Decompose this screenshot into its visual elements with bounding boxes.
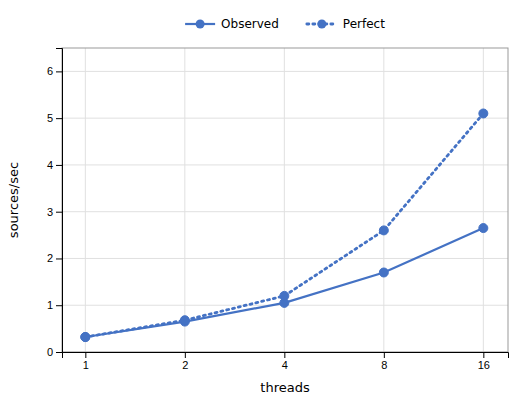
x-axis-line [63, 353, 509, 359]
y-axis-title: sources/sec [6, 162, 21, 238]
marks [81, 109, 488, 342]
grid-line-y [62, 211, 508, 212]
series-marker [379, 226, 388, 235]
legend-label: Observed [221, 17, 279, 31]
legend: Observed Perfect [185, 17, 385, 31]
x-tick-mark [483, 352, 484, 358]
x-tick-mark [384, 352, 385, 358]
y-tick: 1 [47, 299, 62, 311]
grid-line-x [85, 48, 86, 352]
legend-item: Observed [185, 17, 279, 31]
series-marker [479, 109, 488, 118]
x-tick-mark [185, 352, 186, 358]
y-tick: 5 [47, 112, 62, 124]
plot-frame [62, 48, 508, 352]
series-marker [379, 268, 388, 277]
x-tick: 8 [381, 352, 387, 371]
legend-item: Perfect [307, 17, 385, 31]
x-tick-label: 4 [282, 359, 288, 371]
series-line [85, 113, 483, 337]
grid-line-x [483, 48, 484, 352]
y-tick-label: 5 [47, 112, 53, 124]
y-tick-label: 4 [47, 159, 53, 171]
series-marker [81, 333, 90, 342]
grid-line-y [62, 71, 508, 72]
x-tick-label: 2 [182, 359, 188, 371]
x-tick-label: 16 [478, 359, 490, 371]
y-tick-label: 3 [47, 206, 53, 218]
x-tick-label: 1 [83, 359, 89, 371]
series [81, 224, 488, 342]
y-tick-label: 2 [47, 252, 53, 264]
x-tick: 4 [282, 352, 288, 371]
y-tick-mark [56, 352, 62, 353]
y-tick-label: 0 [47, 346, 53, 358]
x-tick: 16 [478, 352, 490, 371]
x-tick-label: 8 [381, 359, 387, 371]
x-tick: 1 [83, 352, 89, 371]
series-marker [180, 316, 189, 325]
y-tick-mark [56, 305, 62, 306]
series-marker [81, 333, 90, 342]
y-tick: 2 [47, 252, 62, 264]
grid-line-x [383, 48, 384, 352]
y-axis-line [56, 49, 63, 353]
grid [62, 48, 508, 352]
series-marker [479, 224, 488, 233]
y-tick: 3 [47, 206, 62, 218]
y-tick-mark [56, 258, 62, 259]
series-marker [280, 291, 289, 300]
y-tick-mark [56, 71, 62, 72]
plot-area: 1 2 4 8 16 0 1 2 3 4 5 6 [47, 48, 509, 371]
x-tick-mark [284, 352, 285, 358]
grid-line-x [184, 48, 185, 352]
series [81, 109, 488, 342]
y-tick-mark [56, 212, 62, 213]
y-axis: 0 1 2 3 4 5 6 [47, 49, 63, 359]
y-tick-label: 6 [47, 65, 53, 77]
y-tick-label: 1 [47, 299, 53, 311]
y-tick: 6 [47, 65, 62, 77]
x-axis-title: threads [260, 380, 310, 395]
series-line [85, 228, 483, 337]
legend-marker [196, 20, 205, 29]
grid-line-y [62, 118, 508, 119]
x-tick-mark [85, 352, 86, 358]
y-tick-mark [56, 165, 62, 166]
legend-label: Perfect [343, 17, 385, 31]
chart: 1 2 4 8 16 0 1 2 3 4 5 6 threads sources/sec Observed P… [0, 0, 530, 404]
x-tick: 2 [182, 352, 188, 371]
y-tick: 0 [47, 346, 62, 358]
y-tick-mark [56, 118, 62, 119]
y-tick: 4 [47, 159, 62, 171]
grid-line-y [62, 258, 508, 259]
x-axis: 1 2 4 8 16 [63, 352, 509, 371]
legend-marker [317, 20, 326, 29]
